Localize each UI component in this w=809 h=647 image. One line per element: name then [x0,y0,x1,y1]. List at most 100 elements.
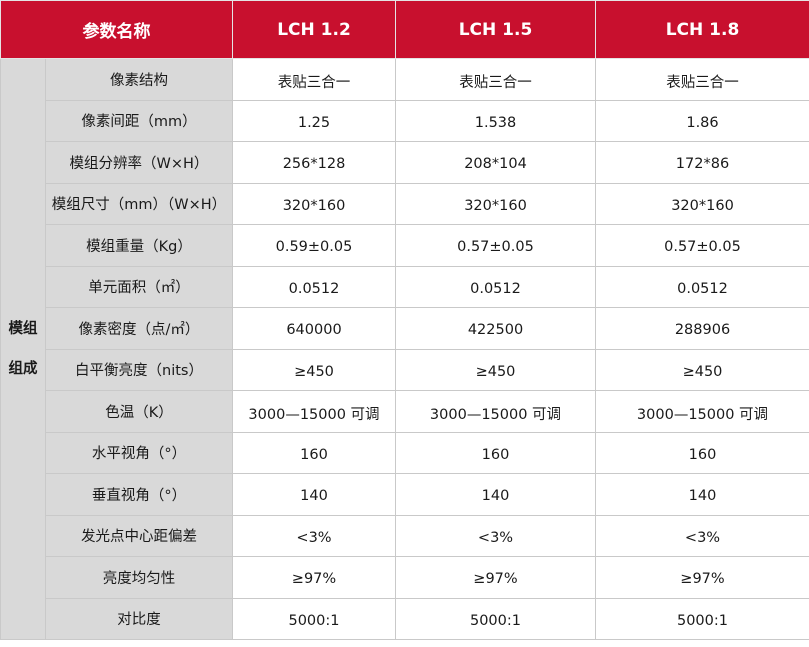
table-row: 色温（K） 3000—15000 可调 3000—15000 可调 3000—1… [1,390,809,433]
value-cell: 1.538 [395,99,596,142]
param-name-cell: 白平衡亮度（nits） [45,348,233,391]
value-cell: 5000:1 [232,597,396,640]
value-text: 0.57±0.05 [457,239,534,256]
value-cell: <3% [232,514,396,557]
value-cell: ≥450 [232,348,396,391]
param-name-cell: 模组重量（Kg） [45,224,233,267]
value-text: 140 [688,488,717,505]
value-text: 5000:1 [469,612,521,629]
value-cell: 5000:1 [595,597,809,640]
value-cell: 5000:1 [395,597,596,640]
value-cell: 0.0512 [395,265,596,308]
group-label-line: 组成 [8,361,38,377]
param-name-cell: 像素间距（mm） [45,99,233,142]
value-cell: 140 [395,473,596,516]
table-row: 模组分辨率（W×H） 256*128 208*104 172*86 [1,141,809,184]
table-row: 亮度均匀性 ≥97% ≥97% ≥97% [1,556,809,599]
value-text: 288906 [674,322,731,339]
value-text: <3% [296,529,332,546]
value-text: ≥450 [294,363,334,380]
value-cell: 0.59±0.05 [232,224,396,267]
table-row: 模组尺寸（mm）（W×H） 320*160 320*160 320*160 [1,182,809,225]
value-cell: 表贴三合一 [395,58,596,101]
value-cell: 320*160 [232,182,396,225]
param-name-cell: 模组分辨率（W×H） [45,141,233,184]
table-row: 垂直视角（°） 140 140 140 [1,473,809,516]
value-text: <3% [684,529,721,546]
value-text: ≥97% [473,571,518,588]
table-row: 像素密度（点/㎡） 640000 422500 288906 [1,307,809,350]
param-name-cell: 像素结构 [45,58,233,101]
value-cell: 320*160 [595,182,809,225]
value-cell: <3% [395,514,596,557]
param-name-cell: 发光点中心距偏差 [45,514,233,557]
value-text: 0.0512 [677,280,728,297]
table-body: 模组 组成 像素结构 表贴三合一 表贴三合一 表贴三合一 像素间距（mm） 1.… [0,58,809,640]
table-row: 像素间距（mm） 1.25 1.538 1.86 [1,99,809,142]
value-text: ≥450 [475,363,516,380]
value-cell: 288906 [595,307,809,350]
param-name-cell: 对比度 [45,597,233,640]
value-cell: 3000—15000 可调 [232,390,396,433]
header-row: 参数名称 LCH 1.2 LCH 1.5 LCH 1.8 [0,0,809,59]
table-row: 白平衡亮度（nits） ≥450 ≥450 ≥450 [1,348,809,391]
value-cell: 160 [595,431,809,474]
value-cell: 3000—15000 可调 [595,390,809,433]
value-text: ≥97% [680,571,725,588]
value-text: 5000:1 [288,612,340,629]
param-name-cell: 亮度均匀性 [45,556,233,599]
param-name-cell: 单元面积（㎡） [45,265,233,308]
value-cell: 422500 [395,307,596,350]
value-cell: 1.86 [595,99,809,142]
value-text: 5000:1 [676,612,728,629]
value-cell: ≥97% [395,556,596,599]
value-cell: 208*104 [395,141,596,184]
value-cell: ≥450 [395,348,596,391]
value-text: 表贴三合一 [277,74,351,91]
value-text: ≥97% [291,571,337,588]
value-text: 320*160 [282,197,346,214]
value-cell: 表贴三合一 [232,58,396,101]
value-text: 140 [300,488,328,505]
value-text: 172*86 [675,156,730,173]
table-row: 对比度 5000:1 5000:1 5000:1 [1,597,809,640]
value-cell: 160 [232,431,396,474]
value-text: 160 [300,446,328,463]
value-text: 3000—15000 可调 [248,406,380,423]
value-cell: 140 [232,473,396,516]
value-text: 0.57±0.05 [664,239,741,256]
value-text: 0.0512 [470,280,521,297]
value-cell: 640000 [232,307,396,350]
value-cell: 0.57±0.05 [595,224,809,267]
header-model-lch-1-8: LCH 1.8 [595,0,809,59]
table-row: 发光点中心距偏差 <3% <3% <3% [1,514,809,557]
param-name-cell: 水平视角（°） [45,431,233,474]
value-text: 表贴三合一 [666,74,739,91]
value-text: 140 [481,488,510,505]
param-name-cell: 色温（K） [45,390,233,433]
value-text: 320*160 [671,197,734,214]
value-text: 1.25 [297,114,331,131]
value-text: 0.0512 [288,280,340,297]
value-cell: ≥97% [595,556,809,599]
value-cell: 140 [595,473,809,516]
header-model-lch-1-5: LCH 1.5 [395,0,596,59]
value-text: 208*104 [464,156,527,173]
value-text: 3000—15000 可调 [429,406,562,423]
value-text: 1.86 [686,114,719,131]
value-text: 表贴三合一 [459,74,532,91]
param-name-cell: 垂直视角（°） [45,473,233,516]
value-cell: <3% [595,514,809,557]
param-name-cell: 像素密度（点/㎡） [45,307,233,350]
value-text: 256*128 [282,156,346,173]
value-text: 1.538 [474,114,517,131]
value-text: 160 [481,446,510,463]
value-text: 160 [688,446,717,463]
table-row: 模组 组成 像素结构 表贴三合一 表贴三合一 表贴三合一 [0,58,809,640]
value-cell: 160 [395,431,596,474]
value-cell: 172*86 [595,141,809,184]
value-cell: 0.57±0.05 [395,224,596,267]
value-cell: 表贴三合一 [595,58,809,101]
value-text: 0.59±0.05 [275,239,353,256]
